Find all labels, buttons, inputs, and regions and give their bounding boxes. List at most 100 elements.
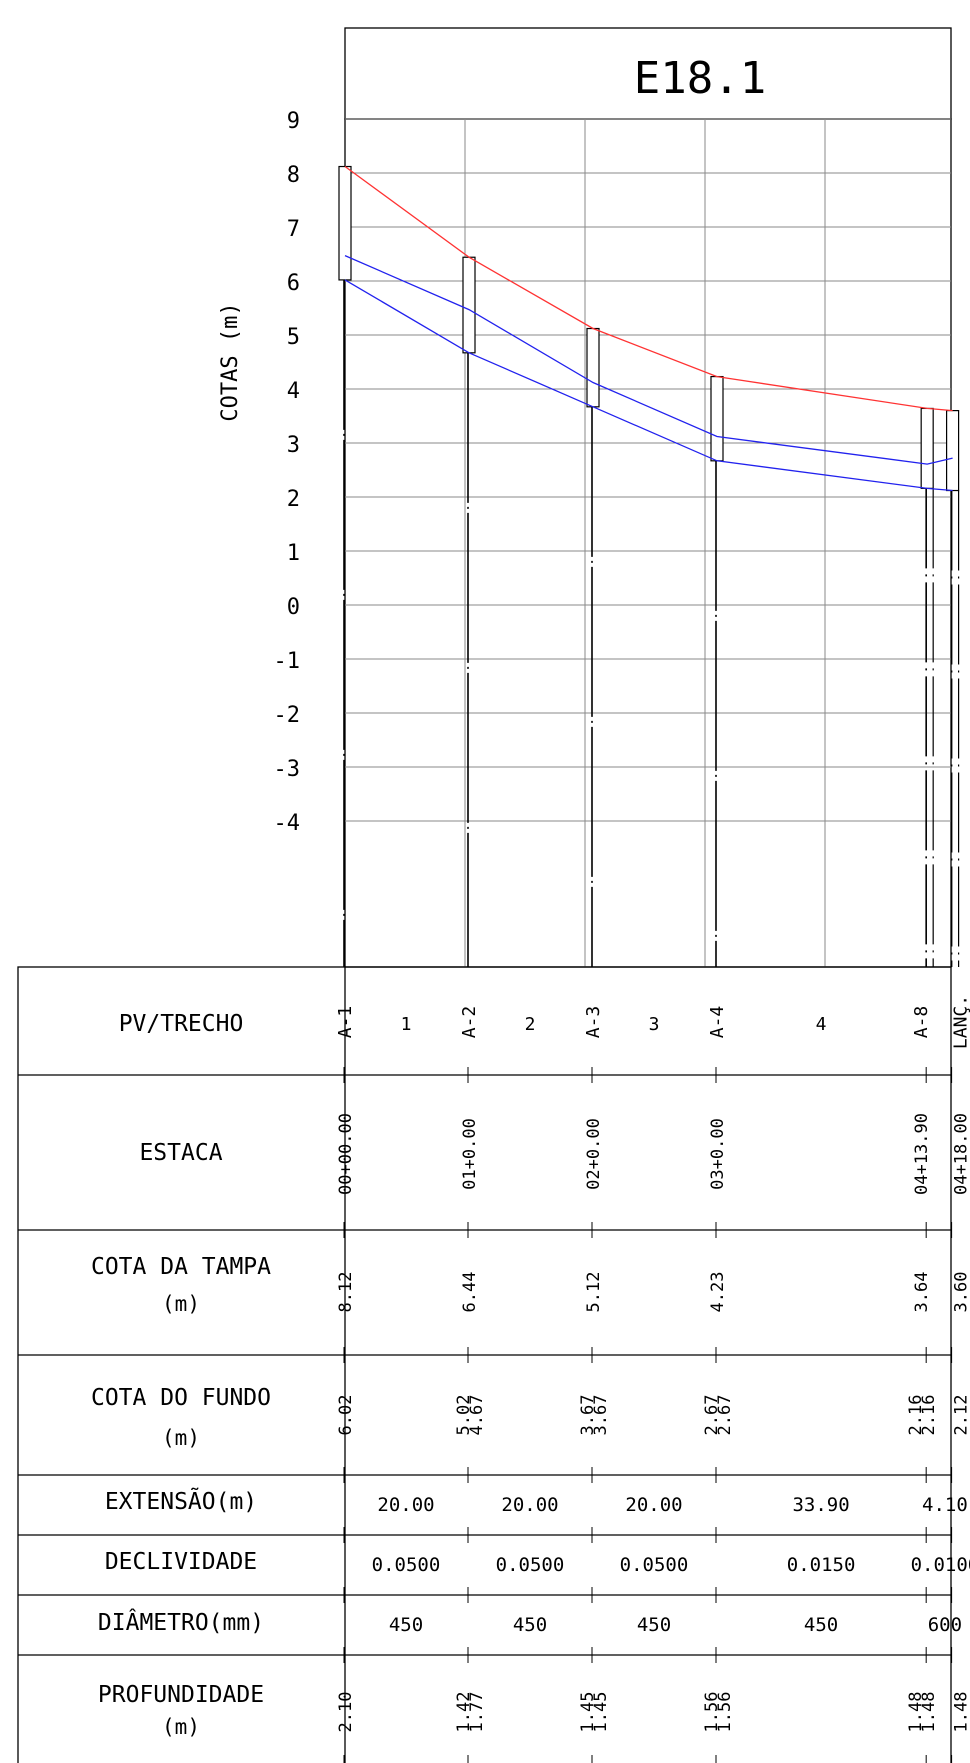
header-cota-tampa: COTA DA TAMPA <box>91 1254 271 1280</box>
segment-id-label: 4 <box>816 1014 827 1035</box>
segment-extensao-value: 20.00 <box>625 1494 682 1516</box>
station-profundidade-value: 1.45 <box>578 1692 598 1733</box>
station-profundidade-value: 1.48 <box>906 1692 926 1733</box>
station-profundidade-value: 1.77 <box>467 1692 487 1733</box>
header-profundidade-unit: (m) <box>162 1715 200 1739</box>
station-tampa-value: 8.12 <box>336 1272 356 1313</box>
station-estaca-value: 04+13.90 <box>912 1113 932 1195</box>
station-estaca-value: 04+18.00 <box>952 1113 970 1195</box>
segment-extensao-value: 20.00 <box>377 1494 434 1516</box>
y-tick-label: 0 <box>287 595 300 620</box>
station-fundo-value: 3.67 <box>578 1395 598 1436</box>
y-tick-label: 8 <box>287 163 300 188</box>
y-tick-label: 3 <box>287 433 300 458</box>
station-profundidade-value: 2.10 <box>336 1692 356 1733</box>
segment-id-label: 3 <box>649 1014 660 1035</box>
y-axis-label: COTAS (m) <box>218 302 243 421</box>
station-fundo-value: 2.16 <box>919 1395 939 1436</box>
table-frame <box>17 966 952 1763</box>
segment-diametro-value: 450 <box>804 1614 838 1636</box>
station-fundo-value: 2.16 <box>906 1395 926 1436</box>
segment-declividade-value: 0.0500 <box>620 1554 689 1576</box>
y-tick-label: 2 <box>287 487 300 512</box>
manhole-shaft <box>920 407 934 489</box>
station-tampa-value: 5.12 <box>584 1272 604 1313</box>
table-cells: A-1 00+00.00 8.12 6.02 2.10 A-2 01+0.00 6.44 5.0… <box>335 995 970 1733</box>
header-cota-tampa-unit: (m) <box>162 1292 200 1316</box>
station-tampa-value: 4.23 <box>708 1272 728 1313</box>
station-pv-label: A-2 <box>459 1006 480 1039</box>
y-axis-tick-labels: 9 8 7 6 5 4 3 2 1 0 -1 -2 -3 -4 <box>274 109 301 836</box>
manhole-shaft <box>945 410 960 492</box>
station-tampa-value: 6.44 <box>460 1272 480 1313</box>
station-estaca-value: 03+0.00 <box>708 1118 728 1190</box>
station-fundo-value: 6.02 <box>336 1395 356 1436</box>
header-estaca: ESTACA <box>139 1140 222 1166</box>
header-cota-fundo-unit: (m) <box>162 1426 200 1450</box>
station-pv-label: A-8 <box>911 1006 932 1039</box>
header-diametro: DIÂMETRO(mm) <box>98 1608 264 1636</box>
segment-diametro-value: 600 <box>928 1614 962 1636</box>
station-profundidade-value: 1.48 <box>952 1692 970 1733</box>
y-tick-label: -1 <box>274 649 301 674</box>
segment-declividade-value: 0.0150 <box>787 1554 856 1576</box>
station-pv-label: A-4 <box>707 1006 728 1039</box>
y-tick-label: 6 <box>287 271 300 296</box>
y-tick-label: -2 <box>274 703 301 728</box>
station-fundo-value: 3.67 <box>591 1395 611 1436</box>
segment-diametro-value: 450 <box>513 1614 547 1636</box>
station-tampa-value: 3.64 <box>912 1272 932 1313</box>
segment-diametro-value: 450 <box>637 1614 671 1636</box>
header-extensao: EXTENSÃO(m) <box>105 1487 257 1515</box>
station-estaca-value: 02+0.00 <box>584 1118 604 1190</box>
profile-line <box>344 255 953 465</box>
segment-declividade-value: 0.0500 <box>496 1554 565 1576</box>
header-declividade: DECLIVIDADE <box>105 1549 257 1575</box>
station-profundidade-value: 1.42 <box>454 1692 474 1733</box>
profile-series <box>344 165 953 492</box>
y-tick-label: 5 <box>287 325 300 350</box>
y-tick-label: 1 <box>287 541 300 566</box>
y-tick-label: -3 <box>274 757 301 782</box>
segment-extensao-value: 20.00 <box>501 1494 558 1516</box>
y-tick-label: 4 <box>287 379 300 404</box>
y-tick-label: 9 <box>287 109 300 134</box>
segment-declividade-value: 0.0100 <box>911 1554 970 1576</box>
station-fundo-value: 2.67 <box>715 1395 735 1436</box>
y-tick-label: -4 <box>274 811 301 836</box>
station-pv-label: A-1 <box>335 1006 356 1039</box>
segment-declividade-value: 0.0500 <box>372 1554 441 1576</box>
manhole-shaft <box>338 165 352 281</box>
header-pv-trecho: PV/TRECHO <box>119 1011 244 1037</box>
manhole-shaft <box>462 256 476 354</box>
manhole-shafts <box>338 165 960 967</box>
station-estaca-value: 00+00.00 <box>336 1113 356 1195</box>
header-cota-fundo: COTA DO FUNDO <box>91 1385 271 1411</box>
station-profundidade-value: 1.56 <box>702 1692 722 1733</box>
profile-line <box>344 165 953 412</box>
station-profundidade-value: 1.48 <box>919 1692 939 1733</box>
manhole-shaft <box>710 375 724 462</box>
plot-area <box>344 118 952 968</box>
header-profundidade: PROFUNDIDADE <box>98 1682 264 1708</box>
profile-line <box>344 279 953 492</box>
station-tampa-value: 3.60 <box>952 1272 970 1313</box>
segment-diametro-value: 450 <box>389 1614 423 1636</box>
table-row-dividers <box>18 1067 953 1763</box>
station-estaca-value: 01+0.00 <box>460 1118 480 1190</box>
station-profundidade-value: 1.56 <box>715 1692 735 1733</box>
segment-extensao-value: 33.90 <box>792 1494 849 1516</box>
station-fundo-value: 4.67 <box>467 1395 487 1436</box>
chart-title: E18.1 <box>634 53 766 104</box>
profile-table: PV/TRECHO ESTACA COTA DA TAMPA (m) COTA … <box>17 966 970 1763</box>
grid-lines <box>345 118 951 967</box>
station-profundidade-value: 1.45 <box>591 1692 611 1733</box>
manhole-shaft <box>586 327 600 408</box>
y-tick-label: 7 <box>287 217 300 242</box>
station-pv-label: LANÇ. <box>951 995 970 1049</box>
station-fundo-value: 2.12 <box>952 1395 970 1436</box>
station-fundo-value: 5.02 <box>454 1395 474 1436</box>
segment-extensao-value: 4.10 <box>922 1494 968 1516</box>
station-pv-label: A-3 <box>583 1006 604 1039</box>
